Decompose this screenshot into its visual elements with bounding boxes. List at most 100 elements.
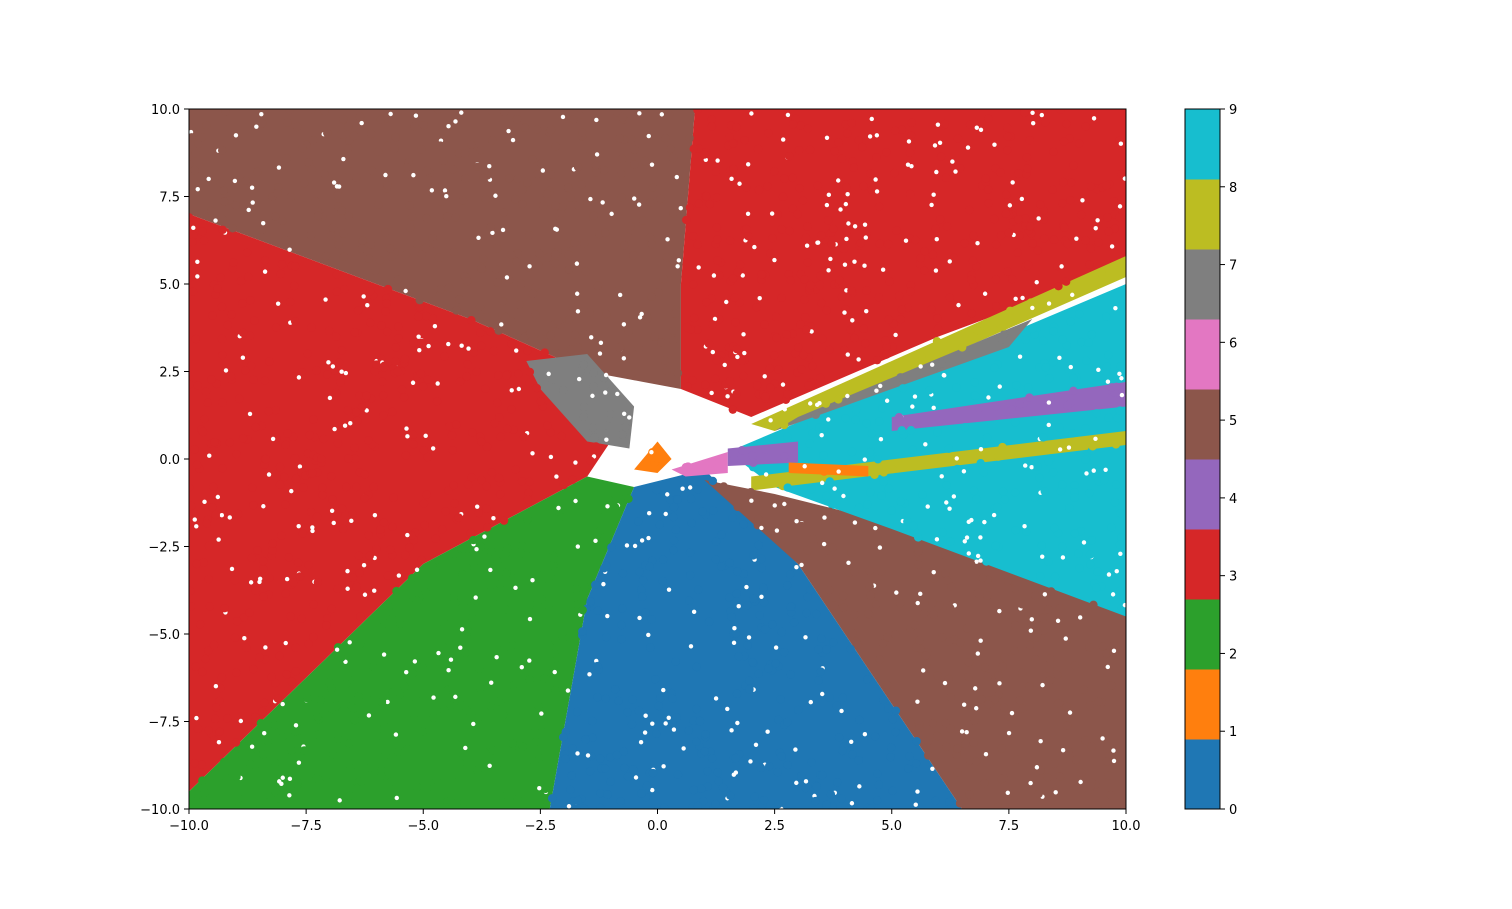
scatter-point [1087,536,1097,545]
scatter-point [198,776,207,785]
scatter-gap [991,512,997,518]
scatter-point [766,249,775,258]
scatter-point [462,706,471,715]
scatter-point [295,572,305,581]
scatter-point [542,189,552,199]
scatter-point [383,141,392,151]
scatter-point [755,610,764,620]
scatter-point [641,608,650,617]
scatter-point [911,235,920,245]
scatter-point [593,281,603,291]
scatter-point [499,516,509,525]
scatter-point [416,369,426,378]
scatter-point [931,224,940,233]
scatter-point [942,576,952,585]
scatter-point [576,367,585,376]
scatter-point [189,213,194,222]
scatter-point [339,114,348,124]
scatter-point [892,226,901,235]
scatter-point [256,803,265,809]
scatter-gap [466,346,471,351]
scatter-gap [659,112,665,117]
scatter-gap [270,436,276,442]
scatter-point [955,163,965,173]
scatter-point [838,591,848,601]
scatter-gap [819,432,824,438]
scatter-point [846,325,855,334]
scatter-point [771,312,781,322]
scatter-point [854,136,863,145]
scatter-point [650,332,659,341]
scatter-point [593,606,602,615]
scatter-gap [261,504,266,509]
scatter-gap [966,551,972,556]
scatter-point [422,166,432,175]
scatter-point [389,687,399,697]
scatter-point [352,482,361,492]
scatter-point [942,480,951,490]
scatter-gap [223,368,229,373]
scatter-point [863,500,872,509]
scatter-point [494,326,503,335]
scatter-point [872,796,882,805]
scatter-point [557,431,566,441]
scatter-point [196,620,205,629]
scatter-gap [471,721,476,727]
scatter-point [577,180,586,189]
scatter-point [785,226,794,236]
scatter-point [1070,529,1080,538]
scatter-point [448,165,458,174]
scatter-gap [681,746,686,751]
scatter-gap [600,200,605,205]
scatter-point [700,380,710,390]
scatter-gap [1009,710,1015,716]
scatter-gap [763,472,769,477]
scatter-point [664,110,674,120]
scatter-point [1077,210,1086,220]
scatter-point [707,458,717,468]
scatter-point [200,414,209,424]
scatter-point [485,327,495,336]
scatter-point [1062,721,1072,730]
scatter-point [595,754,605,763]
scatter-point [492,763,502,773]
scatter-point [551,142,560,151]
scatter-gap [436,650,441,656]
scatter-point [437,525,447,534]
scatter-point [1063,401,1072,410]
scatter-point [968,256,978,265]
scatter-point [851,405,861,415]
scatter-gap [337,798,342,803]
scatter-point [607,543,616,552]
scatter-point [387,407,397,417]
scatter-point [1093,567,1102,576]
scatter-point [725,132,734,142]
scatter-point [698,507,707,516]
scatter-point [752,303,761,312]
scatter-point [1081,236,1090,245]
x-axis: −10.0 −7.5 −5.0 −2.5 0.0 2.5 5.0 7.5 10.0 [169,809,1140,834]
scatter-point [843,129,852,138]
scatter-gap [915,789,920,794]
scatter-point [828,543,837,552]
scatter-point [508,681,518,690]
scatter-gap [671,727,677,732]
scatter-point [191,662,200,671]
scatter-gap [966,519,971,525]
scatter-gap [574,291,580,296]
scatter-point [547,170,556,179]
scatter-point [337,346,347,355]
scatter-point [551,685,560,695]
scatter-point [258,556,268,566]
scatter-point [990,214,999,224]
scatter-point [232,449,241,459]
scatter-point [709,506,718,515]
scatter-point [749,594,758,603]
scatter-gap [857,784,862,789]
scatter-point [1069,161,1078,170]
scatter-point [684,596,694,606]
scatter-point [534,261,543,270]
scatter-point [513,573,522,582]
scatter-point [314,211,323,221]
scatter-gap [287,776,293,782]
